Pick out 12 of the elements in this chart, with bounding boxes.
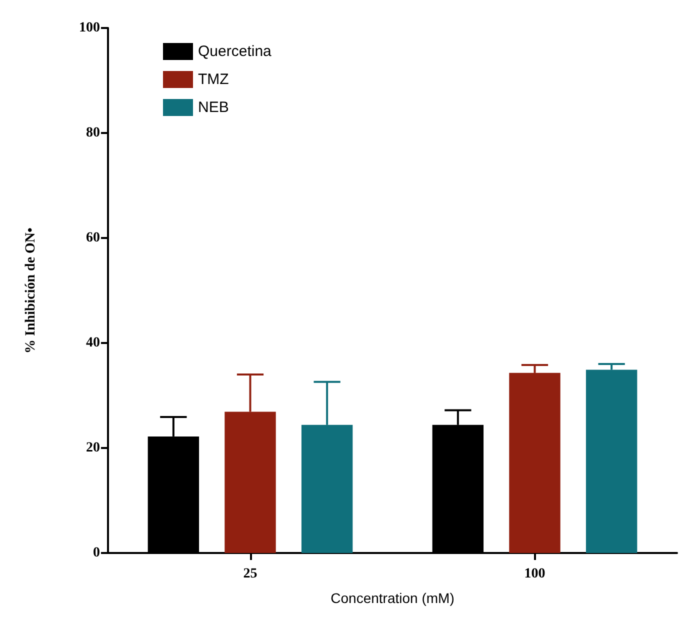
legend-label: Quercetina	[198, 43, 272, 60]
y-tick-label: 20	[86, 440, 100, 456]
legend-label: TMZ	[198, 71, 229, 88]
y-tick-label: 0	[93, 546, 100, 560]
y-tick-label: 80	[86, 126, 100, 140]
y-tick-label: 100	[79, 20, 100, 36]
y-tick-label: 40	[86, 336, 100, 350]
legend-label: NEB	[198, 99, 229, 116]
y-axis-title: % Inhibición de ON•	[24, 227, 38, 354]
x-axis-title: Concentration (mM)	[330, 590, 454, 606]
x-tick-label: 25	[243, 566, 258, 582]
y-tick-label: 60	[86, 230, 100, 246]
